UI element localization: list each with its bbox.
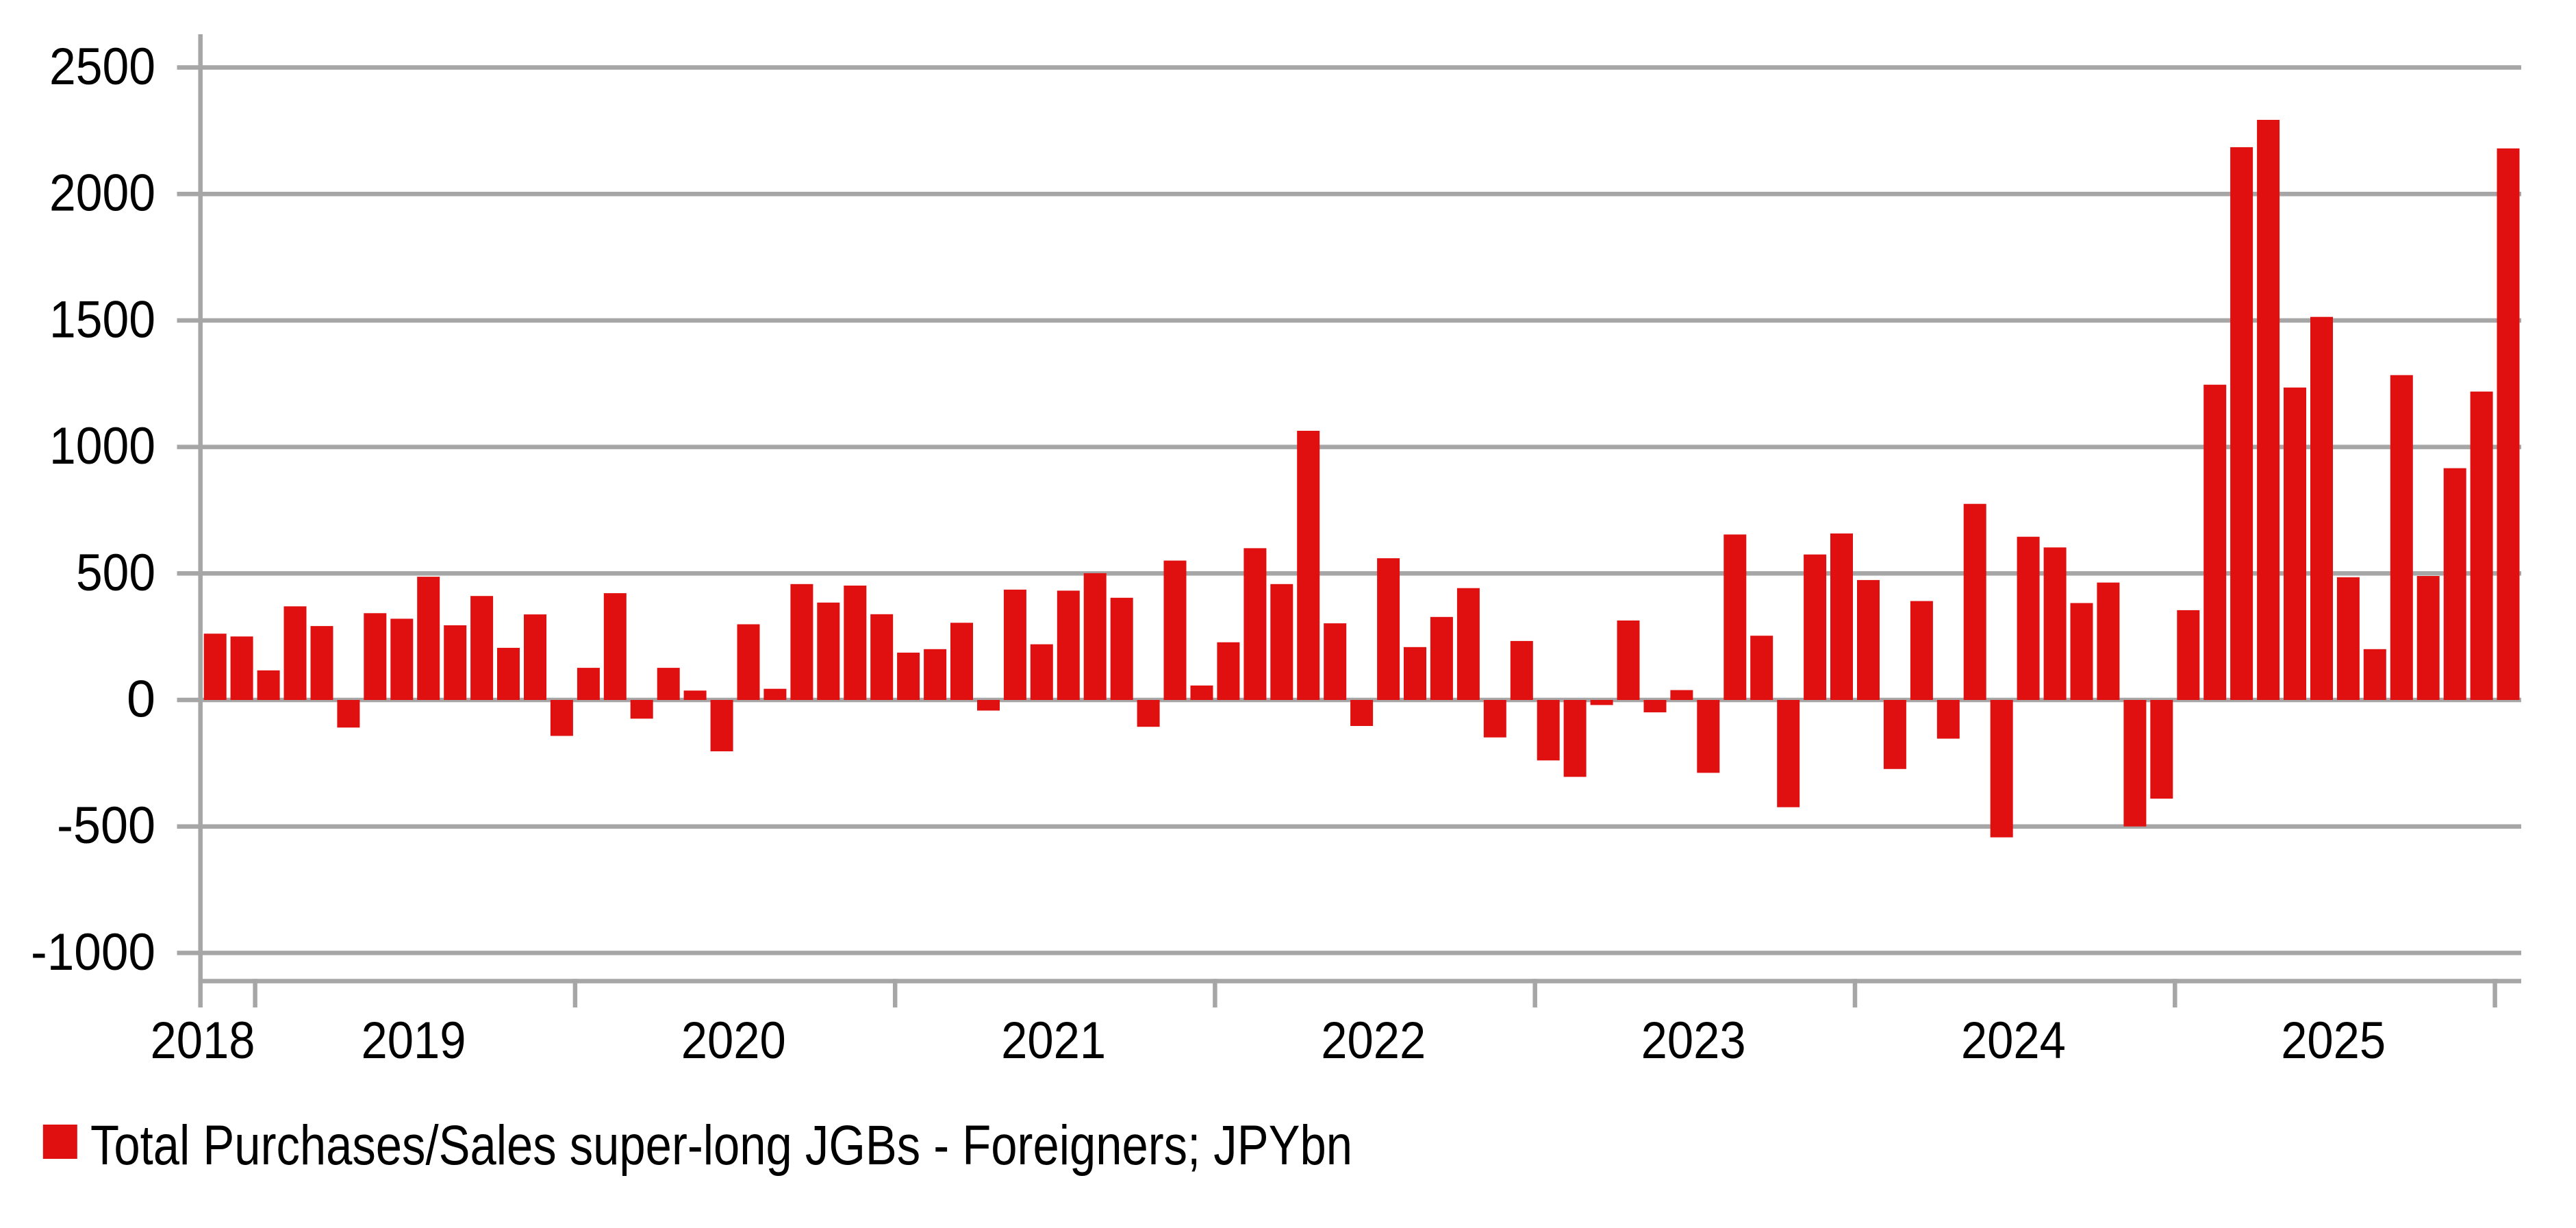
- svg-text:2024: 2024: [1961, 1012, 2066, 1070]
- svg-text:2000: 2000: [49, 164, 155, 223]
- svg-text:-1000: -1000: [31, 923, 155, 981]
- svg-text:2018: 2018: [151, 1012, 255, 1070]
- svg-text:1000: 1000: [49, 417, 155, 475]
- svg-text:500: 500: [76, 544, 155, 602]
- svg-text:Total Purchases/Sales super-lo: Total Purchases/Sales super-long JGBs - …: [90, 1114, 1352, 1177]
- svg-text:2025: 2025: [2281, 1012, 2386, 1070]
- svg-text:2021: 2021: [1001, 1012, 1106, 1070]
- svg-text:2020: 2020: [681, 1012, 786, 1070]
- svg-text:2023: 2023: [1641, 1012, 1746, 1070]
- svg-text:-500: -500: [57, 797, 155, 855]
- svg-text:2022: 2022: [1321, 1012, 1426, 1070]
- svg-text:0: 0: [127, 671, 155, 729]
- svg-text:2500: 2500: [49, 38, 155, 96]
- svg-text:1500: 1500: [49, 290, 155, 349]
- svg-text:2019: 2019: [362, 1012, 466, 1070]
